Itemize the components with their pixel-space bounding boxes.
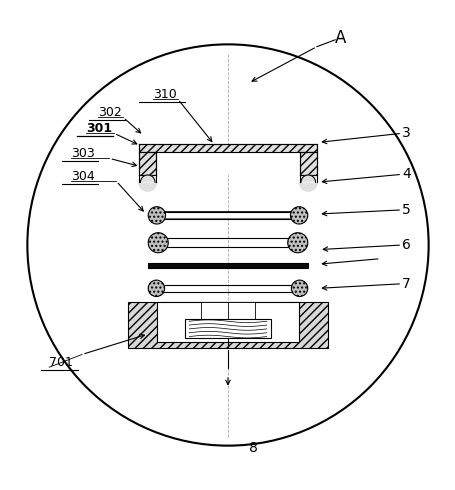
Bar [156, 152, 299, 175]
Bar [184, 319, 271, 339]
Text: 302: 302 [98, 106, 121, 119]
Circle shape [290, 207, 307, 224]
Circle shape [287, 233, 307, 253]
Bar [139, 152, 156, 175]
Text: 310: 310 [152, 88, 176, 101]
Text: 701: 701 [49, 356, 73, 369]
Text: 301: 301 [86, 122, 111, 135]
Text: 3: 3 [401, 126, 410, 140]
Bar [139, 144, 316, 152]
Text: 304: 304 [71, 170, 94, 183]
Text: 8: 8 [248, 441, 257, 455]
Bar [299, 152, 316, 175]
Bar [148, 263, 307, 269]
Wedge shape [138, 174, 157, 192]
Text: A: A [334, 28, 346, 47]
Circle shape [148, 207, 165, 224]
FancyBboxPatch shape [157, 212, 298, 219]
Wedge shape [298, 174, 317, 192]
Circle shape [291, 280, 307, 296]
Text: 6: 6 [401, 238, 410, 252]
Circle shape [148, 280, 164, 296]
Text: 4: 4 [401, 167, 410, 181]
Bar [200, 302, 255, 332]
Text: 5: 5 [401, 203, 410, 217]
Bar [127, 302, 328, 347]
Circle shape [148, 233, 168, 253]
Text: 303: 303 [71, 147, 94, 160]
Text: 7: 7 [401, 277, 410, 291]
Bar [157, 302, 298, 342]
